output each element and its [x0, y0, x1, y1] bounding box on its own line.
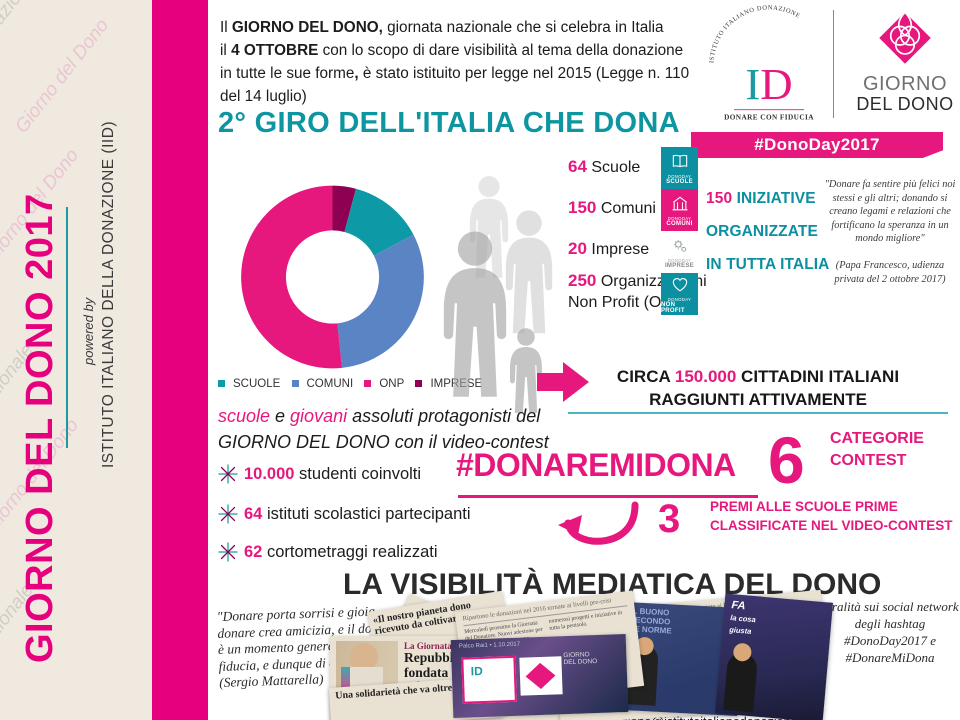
- svg-text:DONARE CON FIDUCIA: DONARE CON FIDUCIA: [724, 113, 814, 121]
- svg-text:ID: ID: [745, 59, 792, 109]
- svg-text:ISTITUTO ITALIANO DONAZIONE: ISTITUTO ITALIANO DONAZIONE: [709, 4, 802, 63]
